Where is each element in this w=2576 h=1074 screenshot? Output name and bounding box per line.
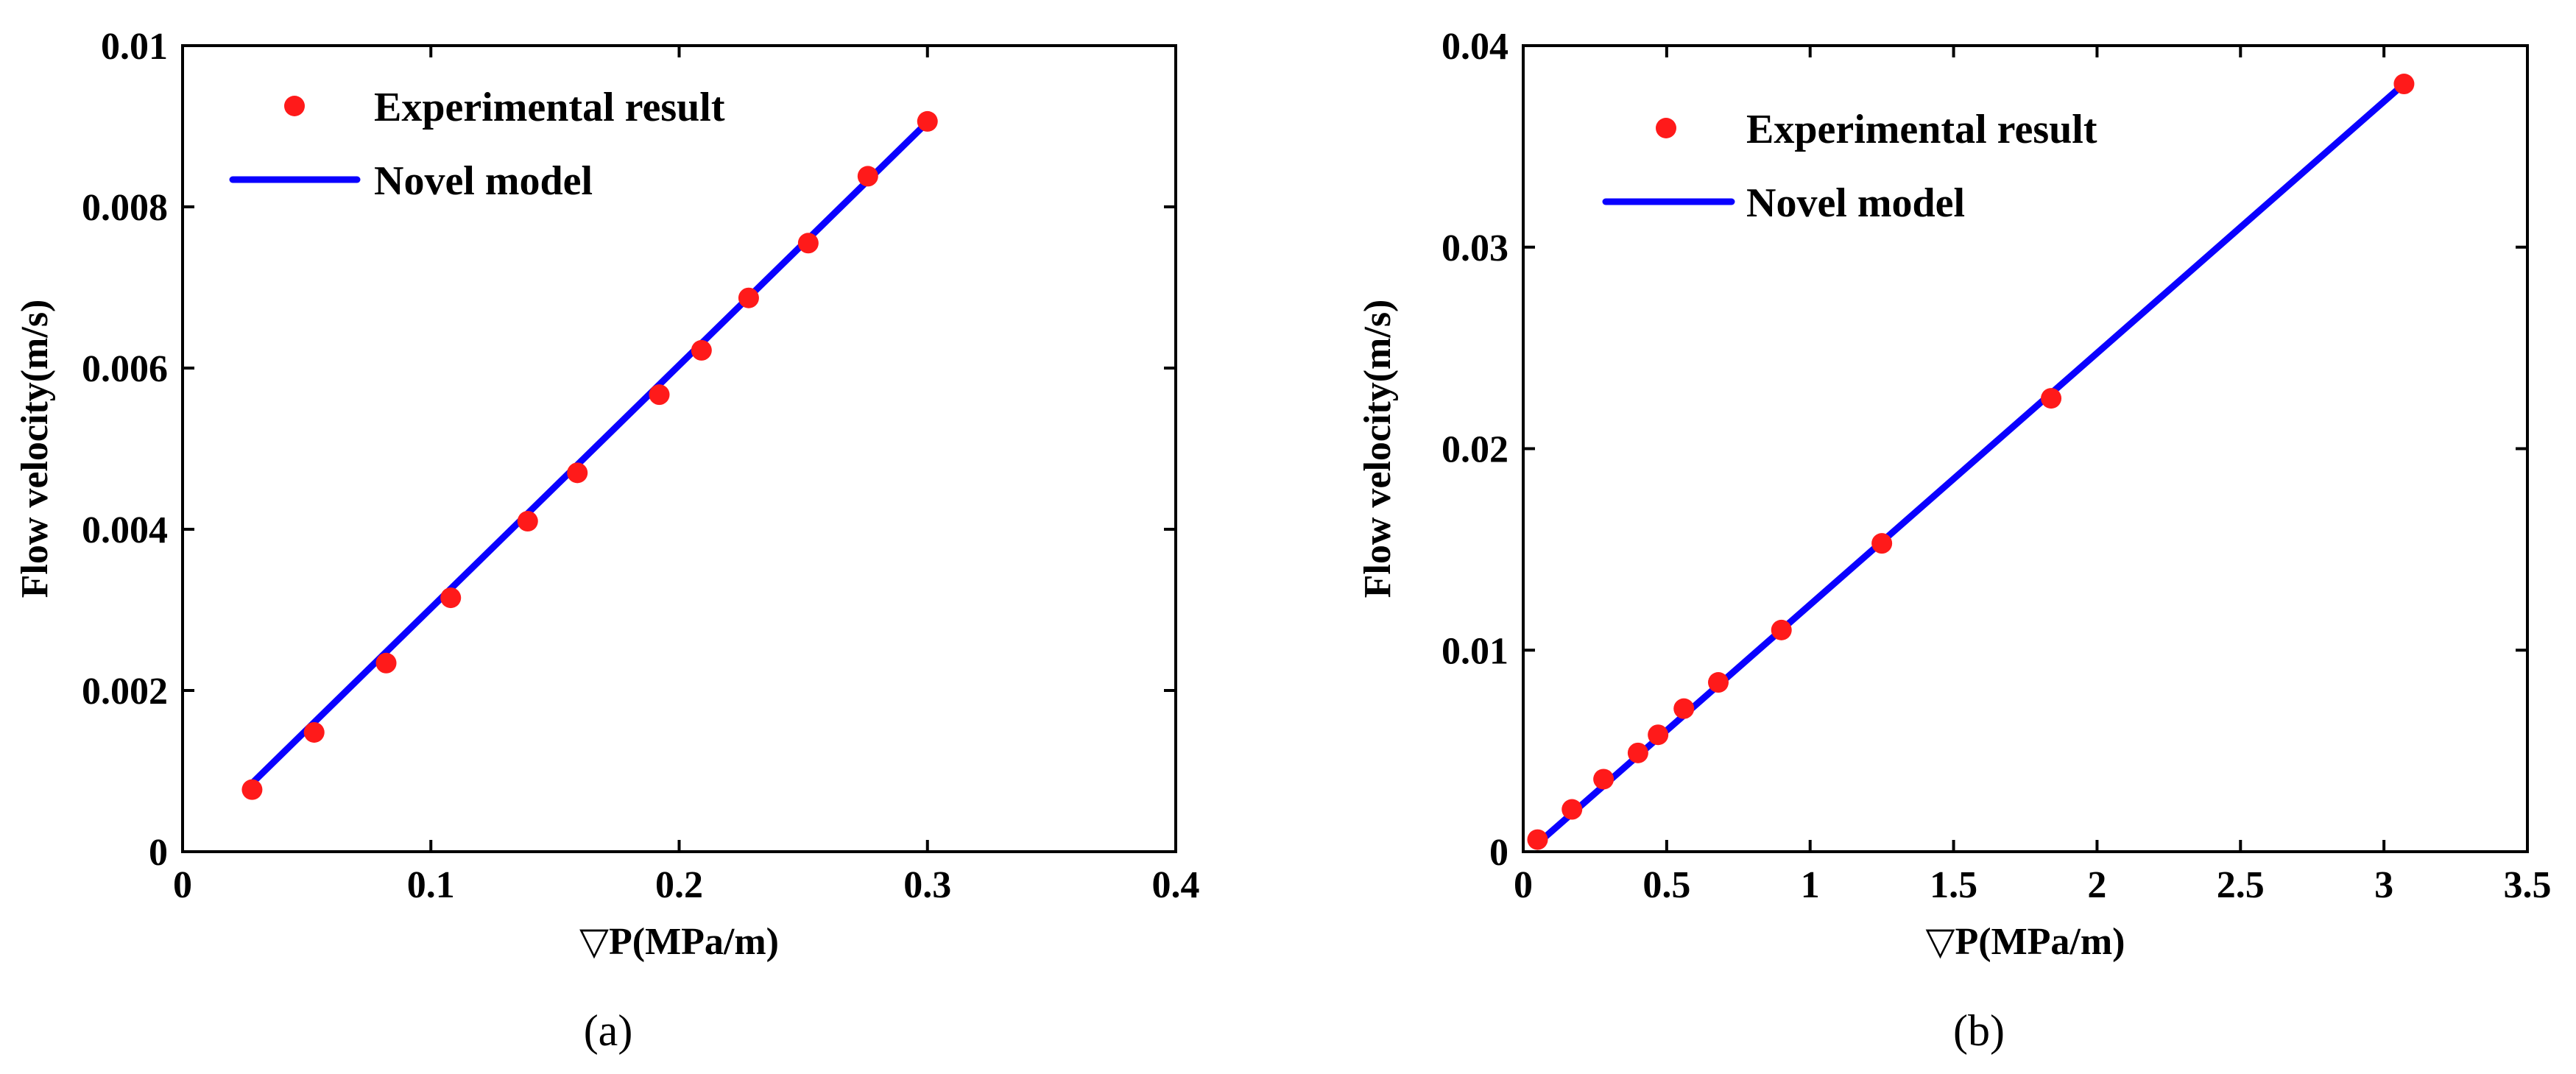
chart-b-x-tick-label: 1.5 xyxy=(1930,864,1977,906)
chart-b-data-point xyxy=(2041,388,2062,409)
chart-panel-a: 0 0.1 0.2 0.3 0.4 0 0.002 0.004 0.006 0.008 0.01 ▽P… xyxy=(14,26,1200,1055)
chart-a-data-point xyxy=(649,384,670,406)
chart-b-axes-box xyxy=(1522,44,2529,853)
chart-a-data-point xyxy=(797,233,819,254)
chart-a-data-point xyxy=(241,779,263,800)
chart-b-y-tick-label: 0.04 xyxy=(1441,26,1508,68)
chart-a-model-line xyxy=(248,119,931,787)
chart-b-x-tick-label: 2.5 xyxy=(2217,864,2265,906)
chart-a-data-point xyxy=(567,462,588,484)
chart-a-x-axis-title: ▽P(MPa/m) xyxy=(579,921,779,963)
chart-b-data-point xyxy=(1648,724,1669,746)
chart-b-data-point xyxy=(1627,742,1648,763)
chart-a-data-point xyxy=(691,339,712,361)
chart-b-data-point xyxy=(2393,74,2415,95)
chart-b-model-line xyxy=(1534,80,2407,847)
chart-b-x-tick-label: 2 xyxy=(2087,864,2106,906)
chart-b-x-tick-label: 0.5 xyxy=(1642,864,1690,906)
chart-b-data-point xyxy=(1871,533,1893,554)
chart-b-x-axis-title: ▽P(MPa/m) xyxy=(1926,921,2125,963)
chart-b-data-point xyxy=(1562,799,1583,820)
chart-a-data-point xyxy=(440,587,462,609)
chart-b-data-point xyxy=(1593,769,1615,790)
chart-a-legend-label-model: Novel model xyxy=(374,158,593,204)
chart-b-y-axis-title: Flow velocity(m/s) xyxy=(1357,300,1399,598)
chart-b-data-point xyxy=(1771,619,1792,640)
chart-b-data-point xyxy=(1673,698,1695,719)
chart-a-legend-label-experimental: Experimental result xyxy=(374,85,725,130)
chart-a-x-tick-label: 0.2 xyxy=(655,864,703,906)
chart-a-x-tick-label: 0.3 xyxy=(903,864,951,906)
chart-a-caption: (a) xyxy=(584,1006,633,1055)
chart-b-x-tick-label: 3.5 xyxy=(2504,864,2552,906)
chart-b-y-tick-label: 0.01 xyxy=(1441,630,1508,672)
chart-a-data-point xyxy=(857,166,878,187)
chart-panel-b: 0 0.5 1 1.5 2 2.5 3 3.5 0 0.01 0.02 0.03 0.04 ▽P(MPa/… xyxy=(1357,26,2552,1055)
chart-b-data-point xyxy=(1708,672,1729,693)
chart-a-x-tick-label: 0.4 xyxy=(1152,864,1200,906)
chart-a-y-tick-label: 0.01 xyxy=(101,26,168,68)
chart-a-axes-box xyxy=(181,44,1177,853)
chart-b-legend-marker xyxy=(1656,118,1676,138)
chart-b-y-tick-label: 0 xyxy=(1489,832,1508,874)
chart-a-x-tick-label: 0 xyxy=(173,864,192,906)
chart-b-x-tick-label: 3 xyxy=(2374,864,2393,906)
chart-a-data-point xyxy=(303,721,325,743)
chart-b-y-tick-label: 0.02 xyxy=(1441,429,1508,471)
chart-b-x-tick-label: 0 xyxy=(1514,864,1533,906)
chart-a-data-point xyxy=(517,511,538,532)
chart-a-y-axis-title: Flow velocity(m/s) xyxy=(14,300,56,598)
chart-a-data-point xyxy=(375,652,397,674)
chart-b-data-point xyxy=(1527,829,1548,850)
chart-b-legend-label-experimental: Experimental result xyxy=(1746,107,2097,152)
chart-b-caption: (b) xyxy=(1953,1006,2005,1055)
chart-a-legend-marker xyxy=(284,96,305,116)
chart-b-legend-label-model: Novel model xyxy=(1746,180,1965,226)
chart-a-y-tick-label: 0.004 xyxy=(82,509,168,551)
chart-b-x-tick-label: 1 xyxy=(1801,864,1820,906)
chart-b-y-tick-label: 0.03 xyxy=(1441,227,1508,269)
chart-a-y-tick-label: 0.006 xyxy=(82,348,168,390)
chart-a-data-point xyxy=(738,287,759,308)
chart-a-data-point xyxy=(917,110,938,132)
chart-a-y-tick-label: 0.008 xyxy=(82,187,168,229)
chart-a-y-tick-label: 0.002 xyxy=(82,671,168,713)
chart-a-x-tick-label: 0.1 xyxy=(407,864,455,906)
chart-a-y-tick-label: 0 xyxy=(149,832,168,874)
